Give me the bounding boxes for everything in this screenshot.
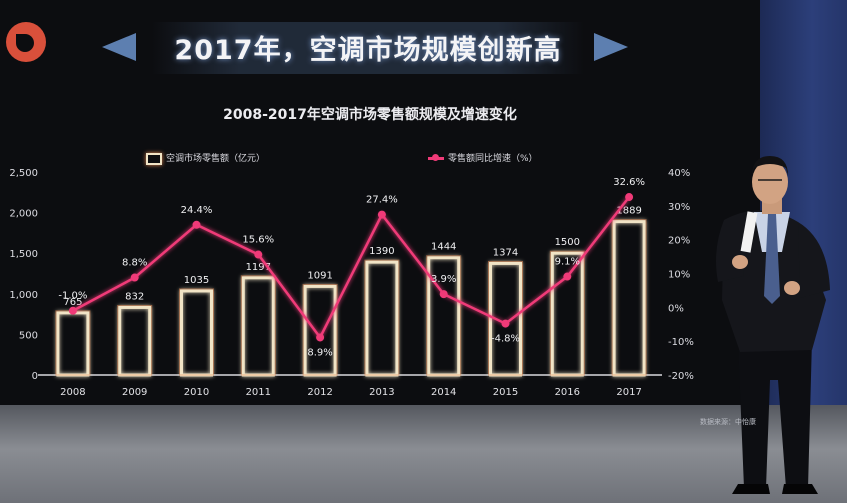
slide-headline: 2017年，空调市场规模创新高: [174, 35, 562, 66]
bar-value-label: 1091: [307, 270, 332, 281]
y-left-tick-label: 1,000: [9, 290, 38, 301]
growth-rate-label: -1.0%: [58, 291, 87, 302]
x-tick-label: 2013: [369, 387, 394, 398]
growth-rate-label: 3.9%: [431, 274, 456, 285]
bar-glow: [117, 304, 153, 376]
bar-glow: [488, 260, 523, 376]
line-swatch-icon: [428, 154, 444, 161]
x-tick-label: 2008: [60, 387, 85, 398]
bar-swatch-icon: [146, 152, 162, 165]
bar-value-label: 832: [125, 291, 144, 302]
presenter-legs: [738, 340, 812, 488]
bar-glow: [240, 275, 276, 376]
bar-value-label: 765: [63, 297, 82, 308]
bar-value-label: 1035: [184, 275, 209, 286]
y-right-tick-label: -10%: [668, 337, 694, 348]
y-right-tick-label: 0%: [668, 303, 684, 314]
growth-point: [625, 193, 634, 202]
y-left-tick-label: 2,000: [9, 209, 38, 220]
bar-glow: [549, 250, 585, 376]
headline-banner: [152, 22, 584, 74]
x-tick-label: 2017: [616, 387, 641, 398]
y-right-tick-label: 20%: [668, 236, 690, 247]
presenter-hand-right: [784, 281, 800, 295]
x-tick-label: 2014: [431, 387, 456, 398]
brand-logo: [6, 22, 46, 62]
bar-value-label: 1500: [555, 237, 580, 248]
growth-point: [130, 273, 139, 282]
logo-cutout: [16, 34, 34, 52]
y-right-tick-label: 30%: [668, 202, 690, 213]
stage-floor: [0, 405, 847, 503]
growth-point: [439, 290, 448, 299]
presenter-arm: [798, 222, 830, 298]
growth-rate-label: 8.8%: [122, 258, 147, 269]
chevron-right-icon: [594, 33, 628, 61]
growth-point: [501, 319, 510, 328]
y-left-tick-label: 2,500: [9, 168, 38, 179]
projection-screen: [0, 0, 760, 420]
x-tick-label: 2009: [122, 387, 147, 398]
growth-point: [563, 272, 572, 281]
x-tick-label: 2010: [184, 387, 209, 398]
x-tick-label: 2016: [555, 387, 580, 398]
bar-value-label: 1390: [369, 246, 394, 257]
growth-line: [72, 196, 631, 340]
y-right-tick-label: 40%: [668, 168, 690, 179]
growth-rate-label: 15.6%: [242, 235, 274, 246]
growth-rate-label: 27.4%: [366, 195, 398, 206]
source-note: 数据来源：中怡康: [700, 418, 756, 426]
growth-rate-label: 32.6%: [613, 177, 645, 188]
y-right-tick-label: 10%: [668, 270, 690, 281]
bar-glow: [611, 219, 647, 376]
bar-value-label: 1197: [246, 262, 271, 273]
presenter-hand: [732, 255, 748, 269]
growth-point: [68, 306, 77, 315]
bar-glow: [426, 255, 462, 376]
growth-rate-label: 24.4%: [181, 205, 213, 216]
chevron-left-icon: [102, 33, 136, 61]
x-tick-label: 2011: [246, 387, 271, 398]
bar-glow: [179, 288, 214, 376]
x-tick-label: 2012: [307, 387, 332, 398]
y-left-tick-label: 1,500: [9, 249, 38, 260]
bar-value-label: 1889: [616, 206, 641, 217]
growth-rate-label: 9.1%: [555, 257, 580, 268]
bar-value-label: 1374: [493, 247, 518, 258]
cue-card: [740, 211, 758, 253]
bar-glow: [302, 283, 338, 376]
chart-title: 2008-2017年空调市场零售额规模及增速变化: [223, 107, 517, 123]
presenter-hair: [752, 156, 788, 176]
legend-item-line: 零售额同比增速（%）: [428, 151, 538, 164]
bar-value-label: 1444: [431, 242, 456, 253]
growth-point: [377, 210, 386, 219]
legend-label-line: 零售额同比增速（%）: [448, 154, 538, 164]
presenter-shoes: [732, 484, 818, 494]
presenter-tie: [764, 214, 780, 304]
growth-point: [316, 333, 325, 342]
growth-rate-label: -4.8%: [491, 334, 520, 345]
growth-rate-label: 8.9%: [307, 347, 332, 358]
presenter-head: [752, 160, 788, 204]
growth-point: [254, 250, 263, 259]
legend-item-bars: 空调市场零售额（亿元）: [146, 151, 265, 165]
y-left-tick-label: 0: [32, 371, 38, 382]
y-right-tick-label: -20%: [668, 371, 694, 382]
legend-label-bars: 空调市场零售额（亿元）: [166, 154, 266, 164]
x-tick-label: 2015: [493, 387, 518, 398]
growth-point: [192, 220, 201, 229]
bar-glow: [364, 259, 400, 376]
y-left-tick-label: 500: [19, 330, 38, 341]
